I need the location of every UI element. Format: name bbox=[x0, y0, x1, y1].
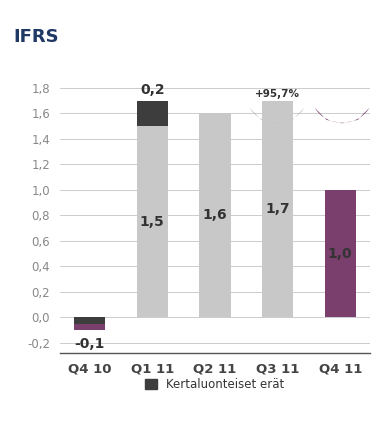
Text: 1,6: 1,6 bbox=[203, 208, 227, 222]
Text: +95,7%: +95,7% bbox=[254, 89, 300, 99]
Bar bbox=[74, 318, 105, 324]
Text: 1,7: 1,7 bbox=[265, 202, 290, 216]
Text: -0,1: -0,1 bbox=[74, 336, 105, 350]
Text: 0,2: 0,2 bbox=[140, 83, 164, 97]
Text: +4 596,: +4 596, bbox=[320, 89, 365, 99]
Bar bbox=[325, 190, 356, 318]
Bar bbox=[262, 101, 293, 318]
Bar bbox=[74, 318, 105, 330]
Bar bbox=[199, 113, 231, 318]
Legend: Kertaluonteiset erät: Kertaluonteiset erät bbox=[141, 373, 290, 395]
Text: 1,0: 1,0 bbox=[328, 247, 353, 261]
Bar bbox=[137, 101, 168, 126]
Text: 1,5: 1,5 bbox=[140, 215, 164, 229]
PathPatch shape bbox=[250, 108, 304, 123]
PathPatch shape bbox=[315, 108, 369, 123]
Bar bbox=[137, 126, 168, 318]
Text: IFRS: IFRS bbox=[13, 28, 59, 46]
